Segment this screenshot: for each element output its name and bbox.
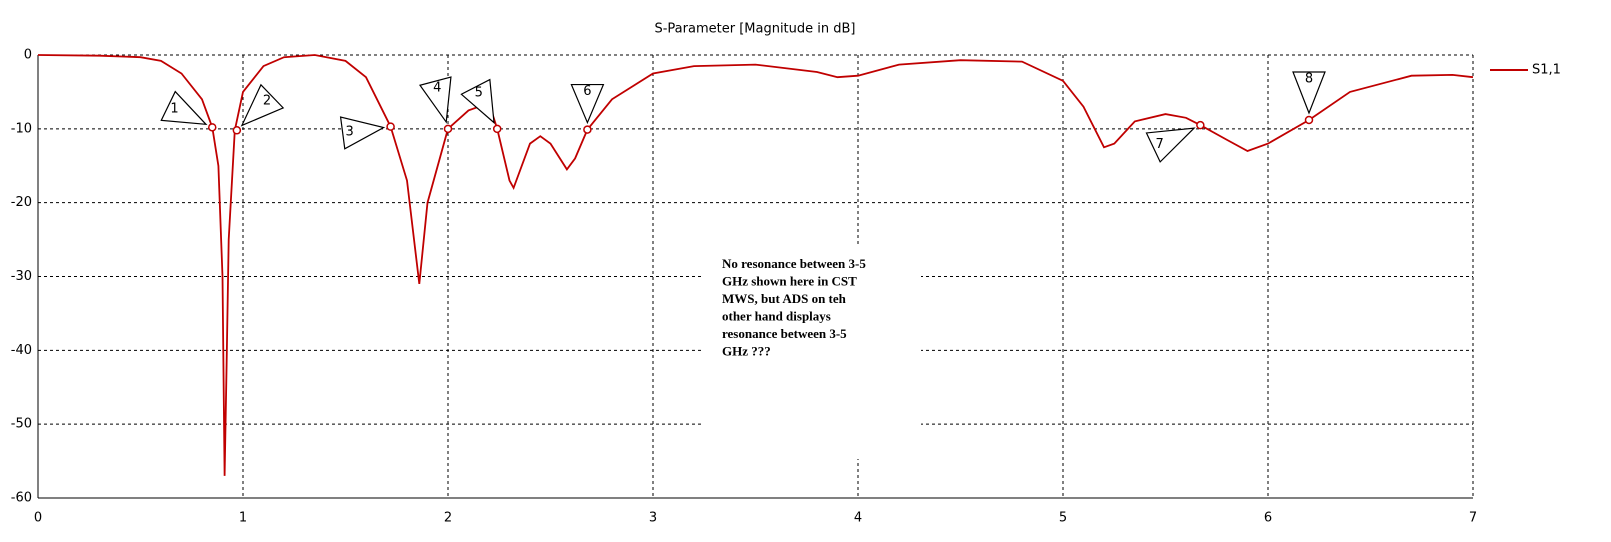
y-tick-label: -50 [11, 417, 32, 432]
marker-point [232, 126, 242, 135]
chart-title: S-Parameter [Magnitude in dB] [654, 22, 855, 37]
annotation-text: GHz ??? [722, 343, 771, 358]
marker-flag [1145, 127, 1196, 163]
marker-label: 4 [433, 80, 441, 95]
y-tick-label: -10 [11, 121, 32, 136]
x-tick-label: 2 [444, 511, 452, 526]
y-tick-label: -30 [11, 269, 32, 284]
marker-flag [160, 90, 208, 126]
x-tick-label: 7 [1469, 511, 1477, 526]
y-tick-label: 0 [24, 48, 32, 63]
y-tick-label: -60 [11, 491, 32, 506]
y-tick-label: -40 [11, 343, 32, 358]
x-tick-label: 4 [854, 511, 862, 526]
marker-point [583, 125, 592, 134]
marker-label: 5 [475, 86, 483, 101]
x-tick-label: 1 [239, 511, 247, 526]
annotation-text: GHz shown here in CST [722, 273, 857, 288]
marker-label: 2 [263, 94, 271, 109]
legend-label: S1,1 [1532, 63, 1561, 78]
marker-flag [570, 83, 605, 125]
x-tick-label: 3 [649, 511, 657, 526]
y-tick-label: -20 [11, 195, 32, 210]
x-tick-label: 0 [34, 511, 42, 526]
marker-point [492, 124, 502, 134]
marker-flag [418, 76, 452, 124]
marker-point [1196, 120, 1205, 130]
x-tick-label: 5 [1059, 511, 1067, 526]
marker-label: 6 [583, 84, 591, 99]
marker-label: 7 [1155, 137, 1163, 152]
marker-point [386, 122, 395, 131]
annotation-text: other hand displays [722, 308, 831, 323]
marker-label: 3 [345, 125, 353, 140]
annotation-text: No resonance between 3-5 [722, 256, 866, 271]
marker-label: 1 [170, 102, 178, 117]
marker-point [208, 123, 217, 132]
marker-flag [460, 78, 495, 125]
marker-flag [339, 116, 386, 150]
annotation-box [703, 247, 921, 459]
marker-point [1304, 115, 1314, 125]
marker-flag [1292, 71, 1326, 115]
line-series [37, 54, 1474, 476]
marker-flag [240, 83, 285, 127]
annotation-text: MWS, but ADS on teh [722, 291, 847, 306]
marker-point [443, 124, 453, 134]
annotation-text: resonance between 3-5 [722, 326, 847, 341]
marker-label: 8 [1305, 71, 1313, 86]
x-tick-label: 6 [1264, 511, 1272, 526]
